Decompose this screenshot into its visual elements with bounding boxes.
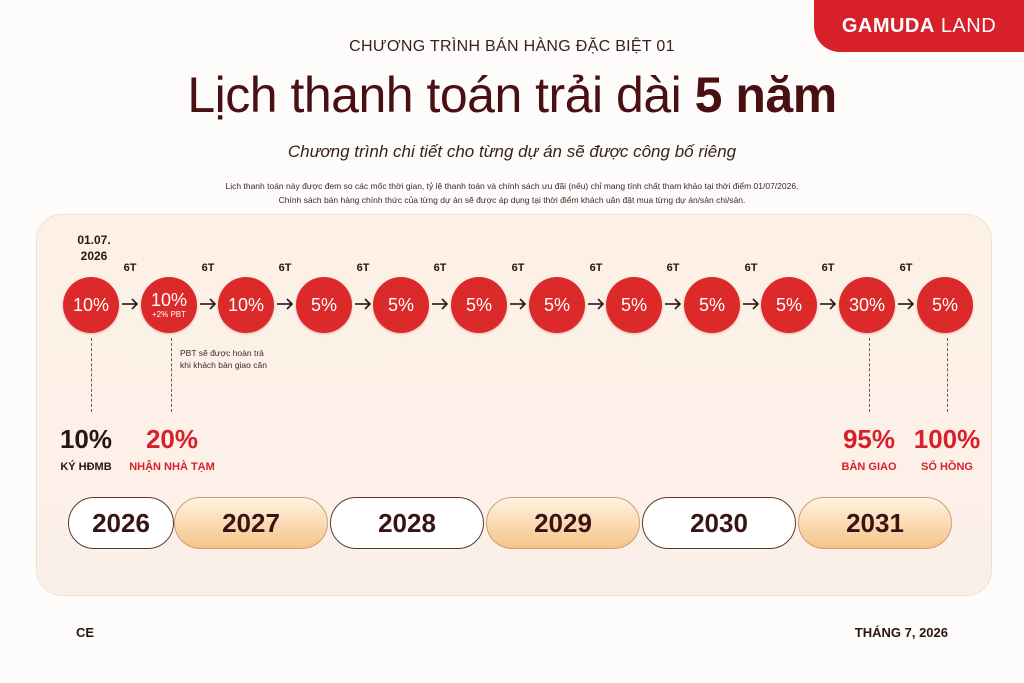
payment-step-pct: 5%: [931, 295, 958, 315]
connector-pinkbook: [947, 338, 948, 412]
footer-left: CE: [76, 625, 95, 640]
year-2028: 2028: [330, 497, 484, 549]
milestone-label-handover: BÀN GIAO: [841, 461, 897, 473]
connector-sign: [91, 338, 92, 412]
payment-step-pct: 5%: [387, 295, 414, 315]
payment-step-sub: +2% PBT: [151, 310, 186, 319]
milestone-label-sign: KÝ HĐMB: [60, 461, 112, 473]
connector-receive: [171, 338, 172, 412]
arrow-right-icon: [665, 298, 682, 310]
payment-step-circle: 5%: [373, 277, 429, 333]
arrow-right-icon: [510, 298, 527, 310]
arrow-right-icon: [820, 298, 837, 310]
page-subtitle: Chương trình chi tiết cho từng dự án sẽ …: [287, 142, 737, 161]
gap-label: 6T: [123, 262, 137, 274]
payment-step-circle: 5%: [606, 277, 662, 333]
program-title: CHƯƠNG TRÌNH BÁN HÀNG ĐẶC BIỆT 01: [349, 38, 675, 55]
payment-step-circle: 5%: [451, 277, 507, 333]
gap-label: 6T: [278, 262, 292, 274]
payment-step-circle: 10%: [63, 277, 119, 333]
start-date: 01.07. 2026: [74, 232, 114, 264]
gap-label: 6T: [744, 262, 758, 274]
payment-step-pct: 5%: [543, 295, 570, 315]
gap-label: 6T: [666, 262, 680, 274]
milestone-pct-sign: 10%: [59, 424, 113, 454]
payment-step-circle: 5%: [296, 277, 352, 333]
payment-step-circle: 5%: [529, 277, 585, 333]
pbt-note: PBT sẽ được hoàn trả khi khách bàn giao …: [180, 347, 267, 371]
payment-step-circle: 5%: [761, 277, 817, 333]
footer-right: THÁNG 7, 2026: [854, 625, 948, 640]
milestone-pct-receive: 20%: [145, 424, 199, 454]
year-2030: 2030: [642, 497, 796, 549]
milestone-label-receive: NHẬN NHÀ TẠM: [129, 461, 215, 473]
payment-step-pct: 5%: [310, 295, 337, 315]
gap-label: 6T: [356, 262, 370, 274]
payment-step-pct: 5%: [465, 295, 492, 315]
payment-step-circle: 10%: [218, 277, 274, 333]
pbt-note-line-2: khi khách bàn giao căn: [180, 360, 267, 370]
payment-step-circle: 10% +2% PBT: [141, 277, 197, 333]
title-bold: 5 năm: [694, 67, 838, 123]
gap-label: 6T: [433, 262, 447, 274]
payment-step-pct: 10%: [72, 295, 110, 315]
milestone-pct-pinkbook: 100%: [913, 424, 981, 454]
milestone-pct-handover: 95%: [842, 424, 896, 454]
year-2027: 2027: [174, 497, 328, 549]
gap-label: 6T: [201, 262, 215, 274]
page-title: Lịch thanh toán trải dài 5 năm: [0, 66, 1024, 124]
milestone-label-pinkbook: SỔ HỒNG: [921, 461, 973, 473]
pbt-note-line-1: PBT sẽ được hoàn trả: [180, 348, 264, 358]
payment-step-pct: 10%: [227, 295, 265, 315]
arrow-right-icon: [200, 298, 217, 310]
brand-logo: GAMUDA LAND: [814, 0, 1024, 52]
gap-label: 6T: [511, 262, 525, 274]
arrow-right-icon: [432, 298, 449, 310]
arrow-right-icon: [898, 298, 915, 310]
gap-label: 6T: [589, 262, 603, 274]
arrow-right-icon: [355, 298, 372, 310]
payment-step-circle: 30%: [839, 277, 895, 333]
disclaimer-line-1: Lịch thanh toán này được đem so các mốc …: [225, 181, 799, 191]
connector-handover: [869, 338, 870, 412]
arrow-right-icon: [588, 298, 605, 310]
payment-step-circle: 5%: [917, 277, 973, 333]
start-date-line-1: 01.07.: [77, 233, 111, 247]
disclaimer-line-2: Chính sách bán hàng chính thức của từng …: [278, 195, 746, 205]
arrow-right-icon: [122, 298, 139, 310]
start-date-line-2: 2026: [80, 249, 108, 263]
year-2029: 2029: [486, 497, 640, 549]
gap-label: 6T: [899, 262, 913, 274]
year-2031: 2031: [798, 497, 952, 549]
payment-step-pct: 30%: [848, 295, 886, 315]
title-main: Lịch thanh toán trải dài: [187, 67, 682, 123]
payment-step-pct: 5%: [620, 295, 647, 315]
brand-name-light: LAND: [940, 14, 997, 37]
payment-step-pct: 5%: [698, 295, 725, 315]
payment-step-pct: 10%: [150, 290, 188, 310]
gap-label: 6T: [821, 262, 835, 274]
payment-step-pct: 5%: [775, 295, 802, 315]
brand-name-bold: GAMUDA: [841, 14, 935, 37]
year-2026: 2026: [68, 497, 174, 549]
arrow-right-icon: [277, 298, 294, 310]
payment-step-circle: 5%: [684, 277, 740, 333]
arrow-right-icon: [743, 298, 760, 310]
